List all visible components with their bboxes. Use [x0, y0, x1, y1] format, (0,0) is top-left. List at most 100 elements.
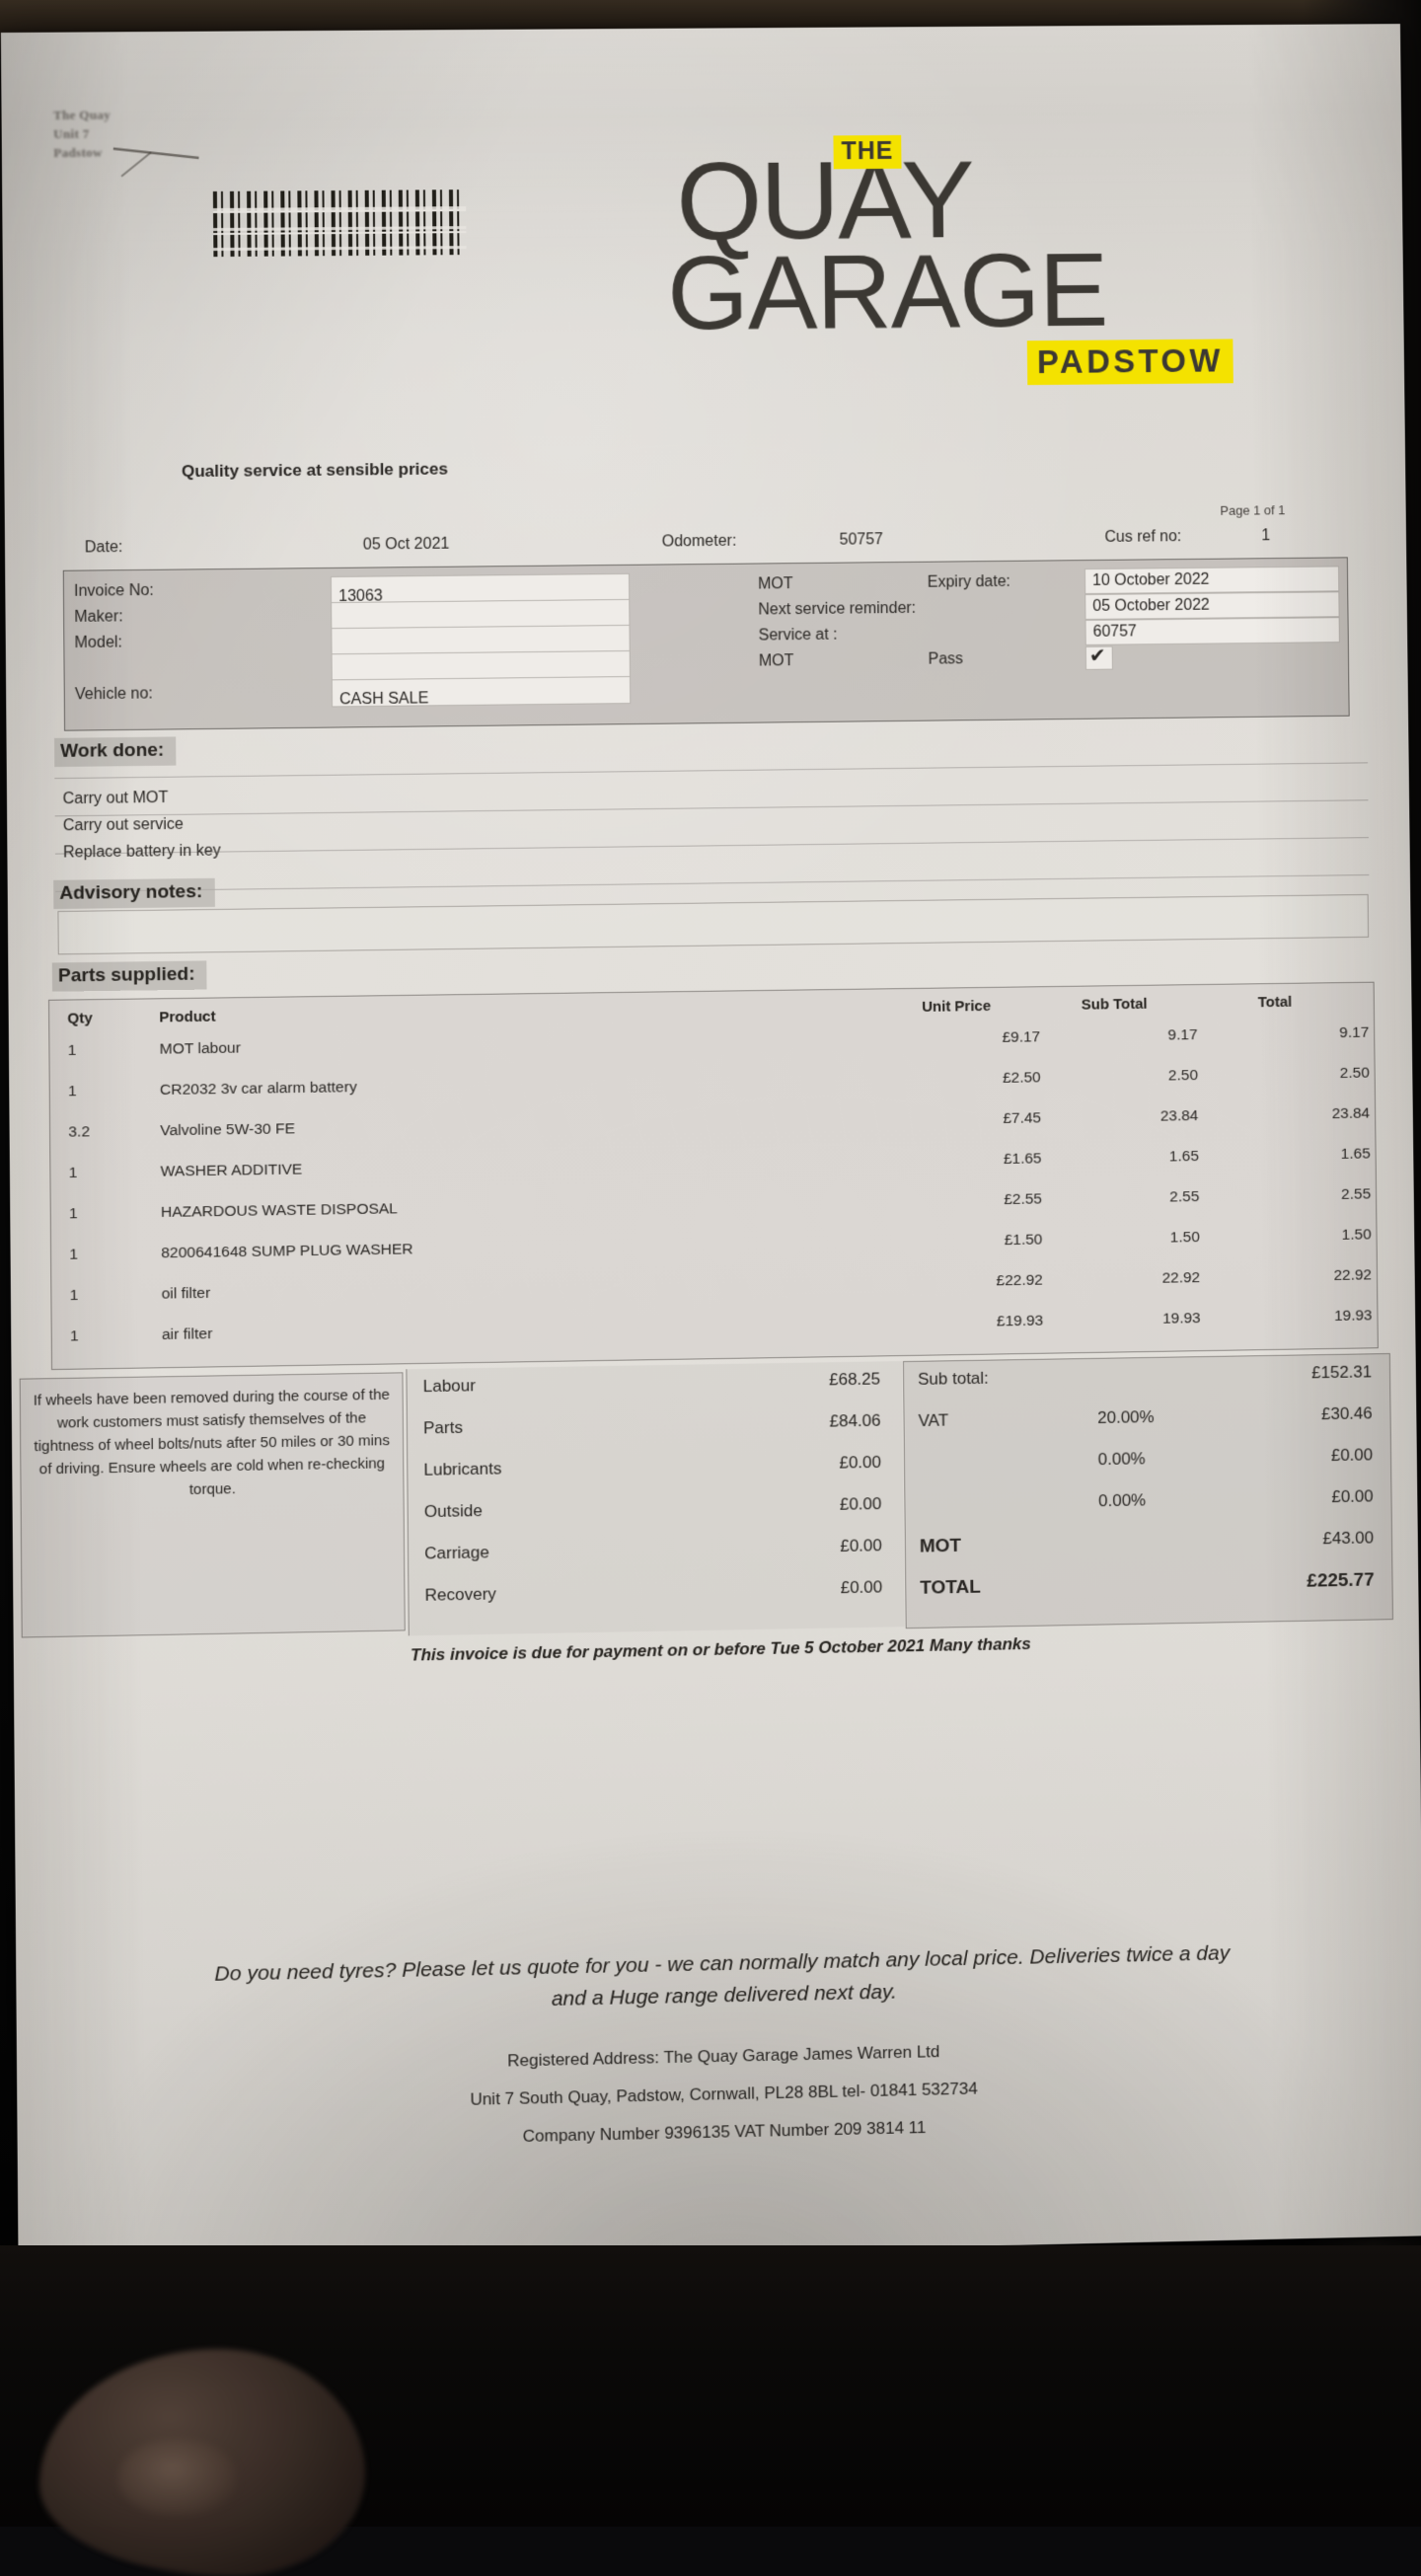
- row-unit: £1.50: [1004, 1231, 1043, 1250]
- advisory-heading: Advisory notes:: [53, 877, 215, 910]
- total-rate: 0.00%: [1097, 1449, 1146, 1470]
- cus-ref-value: 1: [1261, 527, 1271, 545]
- odometer-value: 50757: [839, 531, 884, 549]
- total-rate: 20.00%: [1097, 1407, 1155, 1428]
- summary-label: Recovery: [424, 1584, 496, 1605]
- mot-expiry-value: 10 October 2022: [1091, 570, 1210, 589]
- mot-pass-label: MOT: [758, 652, 794, 670]
- invoice-no-value: 13063: [338, 587, 383, 606]
- work-rule-4: [55, 873, 1370, 892]
- odometer-label: Odometer:: [661, 532, 737, 551]
- summary-value: £0.00: [840, 1536, 882, 1555]
- row-sub: 1.50: [1169, 1229, 1200, 1247]
- row-total: 19.93: [1333, 1307, 1373, 1325]
- row-unit: £2.55: [1004, 1190, 1043, 1209]
- row-product: MOT labour: [159, 1039, 241, 1058]
- col-product-header: Product: [159, 1008, 216, 1026]
- vehicle-details-box: Invoice No: Maker: Model: Vehicle no: 13…: [62, 557, 1350, 731]
- next-service-label: Next service reminder:: [758, 599, 917, 619]
- row-qty: 1: [69, 1327, 79, 1345]
- vehicle-no-value: CASH SALE: [338, 690, 429, 709]
- cost-summary-box: Labour £68.25 Parts £84.06 Lubricants £0…: [406, 1361, 905, 1636]
- stamp-line-1: The Quay: [52, 107, 112, 122]
- summary-label: Parts: [422, 1417, 464, 1438]
- footer-block: Registered Address: The Quay Garage Jame…: [17, 2023, 1421, 2167]
- total-value: £152.31: [1311, 1362, 1373, 1383]
- summary-value: £68.25: [829, 1369, 881, 1390]
- cus-ref-label: Cus ref no:: [1104, 528, 1182, 546]
- row-sub: 2.55: [1169, 1188, 1200, 1206]
- row-qty: 1: [69, 1246, 79, 1263]
- date-value: 05 Oct 2021: [362, 535, 450, 554]
- logo-padstow-badge: PADSTOW: [1026, 339, 1234, 386]
- total-label: VAT: [918, 1410, 949, 1431]
- wheel-torque-notice: If wheels have been removed during the c…: [19, 1372, 406, 1638]
- work-done-heading: Work done:: [54, 736, 177, 768]
- barcode-block: [212, 189, 467, 258]
- tagline: Quality service at sensible prices: [181, 459, 448, 482]
- totals-box: Sub total: £152.31 VAT 20.00% £30.46 0.0…: [902, 1353, 1393, 1629]
- tyres-promo: Do you need tyres? Please let us quote f…: [2, 1933, 1421, 2027]
- row-qty: 1: [69, 1286, 79, 1305]
- row-sub: 19.93: [1161, 1310, 1201, 1327]
- row-total: 2.55: [1341, 1185, 1372, 1203]
- col-unit-header: Unit Price: [922, 997, 992, 1016]
- parts-table: Qty Product Unit Price Sub Total Total 1…: [48, 981, 1379, 1371]
- col-total-header: Total: [1257, 993, 1293, 1012]
- summary-label: Outside: [423, 1500, 483, 1522]
- summary-label: Labour: [422, 1376, 477, 1397]
- payment-due-note: This invoice is due for payment on or be…: [410, 1633, 1031, 1665]
- mot-pass-row: MOT Pass ✔: [759, 643, 1338, 674]
- page-number: Page 1 of 1: [1220, 502, 1286, 518]
- service-at-value: 60757: [1092, 623, 1137, 641]
- stamp-swoosh-icon: [112, 146, 199, 177]
- grand-total-value: £225.77: [1307, 1569, 1375, 1592]
- row-total: 9.17: [1339, 1023, 1370, 1042]
- summary-value: £84.06: [829, 1410, 881, 1431]
- row-sub: 23.84: [1159, 1107, 1199, 1125]
- next-service-value: 05 October 2022: [1092, 596, 1210, 615]
- total-label: Sub total:: [918, 1368, 989, 1389]
- invoice-paper: The Quay Unit 7 Padstow QUAY THE GARAGE …: [0, 24, 1421, 2269]
- row-total: 23.84: [1331, 1104, 1371, 1123]
- summary-value: £0.00: [839, 1493, 882, 1514]
- row-total: 1.50: [1341, 1226, 1372, 1244]
- row-total: 2.50: [1339, 1064, 1370, 1082]
- date-label: Date:: [84, 538, 123, 557]
- row-unit: £2.50: [1002, 1069, 1041, 1087]
- details-left-labels: Invoice No: Maker: Model: Vehicle no:: [74, 573, 591, 708]
- row-sub: 1.65: [1168, 1148, 1199, 1166]
- row-unit: £19.93: [996, 1312, 1044, 1330]
- summary-value: £0.00: [839, 1452, 882, 1473]
- stamp-line-2: Unit 7: [53, 125, 90, 141]
- summary-label: Carriage: [424, 1543, 489, 1563]
- details-right-block: MOT Expiry date: 10 October 2022 Next se…: [758, 566, 1340, 674]
- advisory-notes-box[interactable]: [57, 893, 1370, 955]
- thumbnail-highlight: [118, 2438, 237, 2515]
- parts-heading: Parts supplied:: [51, 960, 207, 992]
- service-at-label: Service at :: [758, 626, 838, 644]
- row-total: 1.65: [1340, 1145, 1371, 1163]
- col-qty-header: Qty: [67, 1010, 93, 1027]
- total-value: £0.00: [1330, 1445, 1374, 1466]
- row-sub: 22.92: [1161, 1269, 1201, 1287]
- row-sub: 2.50: [1167, 1067, 1199, 1085]
- summary-row: Recovery £0.00: [409, 1577, 904, 1628]
- row-qty: 1: [68, 1164, 78, 1182]
- total-value: £0.00: [1331, 1486, 1374, 1507]
- expiry-date-label: Expiry date:: [927, 572, 1011, 591]
- summary-value: £0.00: [840, 1577, 883, 1598]
- logo-garage-text: GARAGE: [666, 231, 1108, 352]
- barcode-rows: [212, 189, 467, 258]
- row-unit: £7.45: [1003, 1109, 1042, 1127]
- total-value: £30.46: [1320, 1403, 1373, 1424]
- total-rate: 0.00%: [1097, 1490, 1147, 1511]
- invoice-document: The Quay Unit 7 Padstow QUAY THE GARAGE …: [1, 24, 1421, 2268]
- mot-label: MOT: [758, 575, 793, 593]
- summary-label: Lubricants: [423, 1459, 502, 1479]
- work-done-lines: Carry out MOT Carry out service Replace …: [62, 770, 1367, 866]
- total-row: TOTAL £225.77: [906, 1569, 1392, 1620]
- row-sub: 9.17: [1167, 1026, 1198, 1044]
- company-logo: QUAY THE GARAGE PADSTOW: [656, 134, 1287, 386]
